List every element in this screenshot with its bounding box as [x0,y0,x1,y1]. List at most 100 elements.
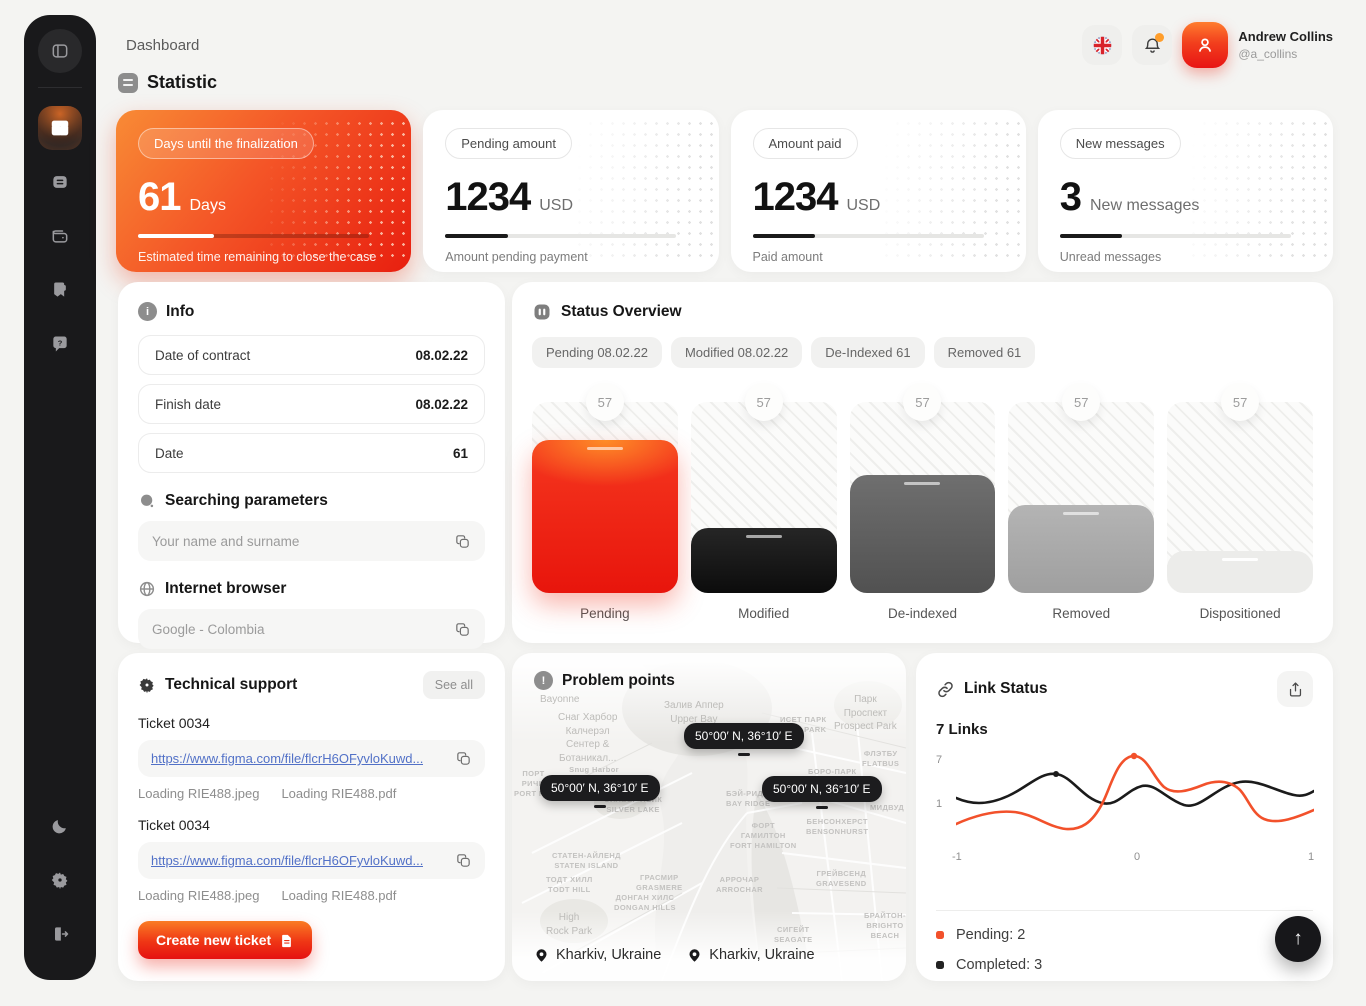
ticket-link[interactable]: https://www.figma.com/file/flcrH6OFyvloK… [151,751,424,766]
chip-modified[interactable]: Modified 08.02.22 [670,337,803,368]
chip-deindexed[interactable]: De-Indexed 61 [811,337,925,368]
uk-flag-icon [1093,36,1112,54]
status-overview-head: Status Overview [532,302,1313,322]
svg-text:?: ? [58,338,63,347]
bell-icon [1144,38,1161,53]
location-item[interactable]: Kharkiv, Ukraine [534,947,661,963]
ticket-files: Loading RIE488.jpeg Loading RIE488.pdf [138,786,485,801]
x-tick: -1 [952,851,962,863]
status-overview-icon [534,304,550,320]
coordinate-badge[interactable]: 50°00′ N, 36°10′ E [540,775,660,801]
stat-unit: USD [846,197,881,214]
copy-button[interactable] [455,852,472,869]
stat-chip: Pending amount [445,128,572,159]
coordinate-badge[interactable]: 50°00′ N, 36°10′ E [762,776,882,802]
stat-cards-row: Days until the finalization 61 Days Estim… [116,110,1333,272]
statistic-icon [118,72,138,93]
status-column-pending[interactable]: 57 Pending [532,383,678,621]
notifications-button[interactable] [1132,25,1173,65]
info-row-label: Finish date [155,396,222,412]
count-badge: 57 [744,383,783,421]
sidebar: ? [24,15,96,980]
name-surname-field[interactable]: Your name and surname [138,521,485,561]
info-icon: i [138,302,157,321]
problem-points-title: Problem points [562,671,675,689]
info-row-label: Date of contract [155,347,251,363]
wallet-icon [52,230,68,243]
avatar[interactable] [1182,22,1229,68]
map-pin-icon [689,948,700,962]
stat-caption: Amount pending payment [445,250,588,264]
sidebar-item-help[interactable]: ? [38,322,82,366]
link-icon [938,681,953,697]
see-all-button[interactable]: See all [422,671,485,699]
statistic-section-head: Statistic [118,72,217,93]
chart-legend: Pending: 2 Completed: 3 [936,927,1313,973]
stat-card-finalization[interactable]: Days until the finalization 61 Days Estim… [116,110,412,272]
sidebar-item-lists[interactable] [38,160,82,204]
stat-card-pending-amount[interactable]: Pending amount 1234 USD Amount pending pa… [423,110,719,272]
ticket-link[interactable]: https://www.figma.com/file/flcrH6OFyvloK… [151,853,424,868]
browser-field[interactable]: Google - Colombia [138,609,485,649]
scroll-to-top-button[interactable]: ↑ [1275,916,1321,962]
status-columns: 57 Pending 57 Modified 57 De-indexed 57 … [532,383,1313,621]
copy-button[interactable] [454,621,471,638]
language-button[interactable] [1082,25,1123,65]
info-panel: i Info Date of contract 08.02.22 Finish … [118,282,505,649]
export-button[interactable] [1277,671,1313,707]
map-pin-icon [536,948,547,962]
status-column-removed[interactable]: 57 Removed [1008,383,1155,621]
status-column-deindexed[interactable]: 57 De-indexed [849,383,996,621]
internet-browser-head: Internet browser [138,580,485,598]
statistic-section-title: Statistic [147,72,218,92]
book-icon [54,282,66,297]
copy-button[interactable] [454,533,471,550]
stat-unit: Days [189,197,226,214]
stat-card-new-messages[interactable]: New messages 3 New messages Unread messag… [1037,110,1333,272]
info-head: i Info [138,302,485,321]
ticket-title: Ticket 0034 [138,715,210,731]
sidebar-item-dashboard[interactable] [38,106,82,150]
user-meta[interactable]: Andrew Collins @a_collins [1238,28,1333,62]
chip-pending[interactable]: Pending 08.02.22 [532,337,662,368]
location-label: Kharkiv, Ukraine [709,947,815,963]
location-item[interactable]: Kharkiv, Ukraine [687,947,815,963]
sidebar-item-settings[interactable] [38,858,82,902]
create-new-ticket-button[interactable]: Create new ticket [138,921,313,959]
status-column-dispositioned[interactable]: 57 Dispositioned [1167,383,1313,621]
document-icon [282,934,292,947]
divider [936,910,1313,911]
ticket-link-field[interactable]: https://www.figma.com/file/flcrH6OFyvloK… [138,740,485,777]
stat-card-amount-paid[interactable]: Amount paid 1234 USD Paid amount [730,110,1026,272]
info-row-label: Date [155,445,184,461]
sidebar-item-notes[interactable] [38,268,82,312]
info-row: Date of contract 08.02.22 [138,335,485,375]
legend-dot-pending [936,931,944,939]
stat-chip: New messages [1059,128,1181,159]
status-column-label: Modified [738,606,790,621]
globe-icon [139,581,155,597]
file-pdf: Loading RIE488.pdf [281,786,397,801]
coordinate-badge[interactable]: 50°00′ N, 36°10′ E [684,723,804,749]
map[interactable]: Bayonne Снаг Харбор Калчерэл Сентер & Бо… [512,653,906,981]
info-row-value: 08.02.22 [415,347,468,363]
legend-completed: Completed: 3 [936,957,1313,973]
ticket-link-field[interactable]: https://www.figma.com/file/flcrH6OFyvloK… [138,842,485,879]
sidebar-item-logout[interactable] [38,912,82,956]
status-column-modified[interactable]: 57 Modified [690,383,837,621]
copy-button[interactable] [455,750,472,767]
progress-bar [1059,234,1291,238]
problem-points-head: ! Problem points [534,671,675,690]
link-status-panel: Link Status 7 Links 7 1 -1 0 1 [916,653,1333,981]
chip-removed[interactable]: Removed 61 [933,337,1036,368]
sidebar-item-wallet[interactable] [38,214,82,258]
progress-bar [445,234,677,238]
internet-browser-title: Internet browser [165,580,287,597]
notification-dot [1155,33,1165,42]
sidebar-collapse-button[interactable] [38,29,82,73]
stat-value: 1234 [752,175,839,219]
searching-parameters-title: Searching parameters [165,492,328,509]
technical-support-head: Technical support See all [138,671,485,699]
sidebar-item-dark-mode[interactable] [38,804,82,848]
map-fade [512,911,906,981]
